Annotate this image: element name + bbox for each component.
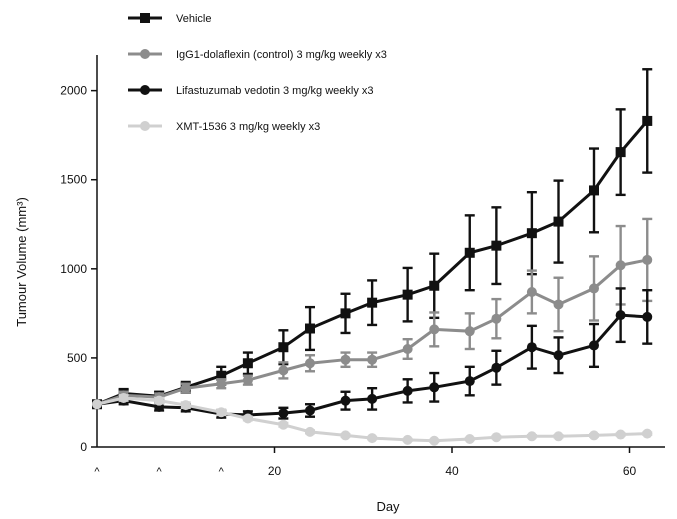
data-point xyxy=(340,430,351,441)
data-point xyxy=(402,385,413,396)
data-point xyxy=(305,323,315,334)
data-point xyxy=(526,342,537,353)
data-point xyxy=(278,365,289,376)
data-point xyxy=(615,429,626,440)
legend: Vehicle IgG1-dolaflexin (control) 3 mg/kg… xyxy=(128,13,387,133)
data-point xyxy=(92,399,102,410)
legend-label: Vehicle xyxy=(176,13,211,25)
data-point xyxy=(180,400,191,411)
data-point xyxy=(340,308,351,319)
data-point xyxy=(278,342,289,353)
x-tick-label: 60 xyxy=(623,464,637,478)
y-tick-label: 0 xyxy=(80,440,87,454)
data-point xyxy=(589,185,599,196)
data-point xyxy=(305,358,315,369)
data-point xyxy=(278,419,289,430)
data-point xyxy=(491,313,502,324)
data-point xyxy=(367,297,378,308)
data-point xyxy=(615,310,626,321)
data-point xyxy=(216,407,227,418)
data-point xyxy=(491,362,502,373)
data-point xyxy=(615,260,626,271)
data-point xyxy=(429,324,440,335)
legend-item-1: Vehicle xyxy=(128,13,211,25)
data-point xyxy=(402,434,413,445)
data-point xyxy=(242,358,253,369)
data-point xyxy=(589,430,599,441)
data-point xyxy=(180,383,191,394)
y-tick-label: 1000 xyxy=(60,262,87,276)
legend-label: Lifastuzumab vedotin 3 mg/kg weekly x3 xyxy=(176,85,374,97)
data-point xyxy=(278,408,289,419)
data-point xyxy=(340,395,351,406)
data-point xyxy=(491,240,502,251)
data-point xyxy=(464,326,475,337)
data-point xyxy=(367,354,378,365)
axes: 0 500 1000 1500 2000 20 40 60 ^ ^ ^ xyxy=(60,55,665,478)
series-2 xyxy=(92,217,653,410)
data-point xyxy=(305,426,315,437)
data-point xyxy=(118,393,129,403)
legend-marker xyxy=(140,49,150,59)
data-point xyxy=(216,378,227,389)
y-tick-label: 1500 xyxy=(60,173,87,187)
data-point xyxy=(642,311,653,322)
y-tick-label: 2000 xyxy=(60,84,87,98)
y-tick-label: 500 xyxy=(67,351,87,365)
legend-item-3: Lifastuzumab vedotin 3 mg/kg weekly x3 xyxy=(128,85,374,97)
data-point xyxy=(553,216,564,227)
legend-item-2: IgG1-dolaflexin (control) 3 mg/kg weekly… xyxy=(128,49,387,61)
dose-marker: ^ xyxy=(157,466,163,478)
data-point xyxy=(642,115,653,126)
x-tick-label: 20 xyxy=(268,464,282,478)
data-point xyxy=(429,382,440,393)
data-point xyxy=(429,435,440,446)
data-point xyxy=(367,433,378,444)
data-point xyxy=(589,340,599,351)
data-point xyxy=(305,405,315,416)
data-point xyxy=(154,395,165,406)
legend-marker xyxy=(140,121,150,131)
data-point xyxy=(429,280,440,291)
x-axis-title: Day xyxy=(376,499,400,514)
series-4 xyxy=(92,393,653,446)
data-point xyxy=(464,433,475,444)
dose-marker: ^ xyxy=(219,466,225,478)
data-point xyxy=(242,413,253,424)
data-point xyxy=(464,247,475,258)
data-point xyxy=(491,432,502,443)
data-point xyxy=(642,254,653,265)
y-axis-title: Tumour Volume (mm³) xyxy=(14,197,29,327)
dose-marker: ^ xyxy=(94,466,100,478)
data-point xyxy=(589,283,599,294)
legend-marker xyxy=(140,13,150,23)
data-point xyxy=(464,376,475,387)
data-point xyxy=(367,393,378,404)
data-point xyxy=(553,431,564,442)
legend-item-4: XMT-1536 3 mg/kg weekly x3 xyxy=(128,121,320,133)
data-point xyxy=(553,299,564,310)
x-tick-label: 40 xyxy=(445,464,459,478)
data-point xyxy=(526,228,537,239)
legend-label: XMT-1536 3 mg/kg weekly x3 xyxy=(176,121,320,133)
data-point xyxy=(642,428,653,439)
data-point xyxy=(340,354,351,365)
series-layer xyxy=(92,68,653,446)
data-point xyxy=(526,286,537,297)
data-point xyxy=(526,431,537,442)
data-point xyxy=(402,344,413,354)
data-point xyxy=(402,289,413,300)
legend-label: IgG1-dolaflexin (control) 3 mg/kg weekly… xyxy=(176,49,387,61)
data-point xyxy=(615,147,626,158)
data-point xyxy=(216,370,227,381)
data-point xyxy=(242,375,253,386)
legend-marker xyxy=(140,85,150,95)
data-point xyxy=(553,350,564,361)
